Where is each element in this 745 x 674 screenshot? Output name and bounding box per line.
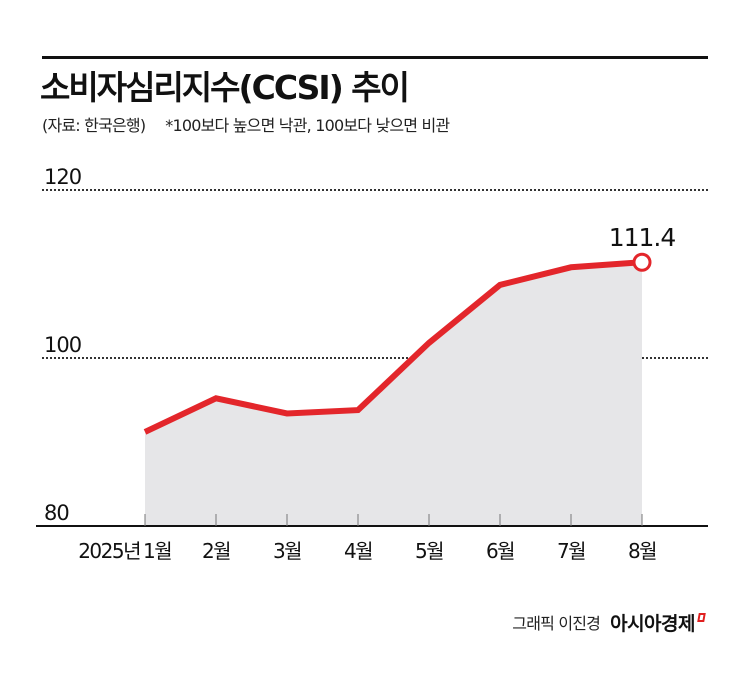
y-label-120: 120 — [44, 165, 81, 189]
x-label: 5월 — [415, 539, 443, 563]
x-label: 1월 — [143, 539, 171, 563]
x-label: 8월 — [628, 539, 656, 563]
area-fill — [145, 262, 642, 526]
y-label-100: 100 — [44, 333, 81, 357]
x-axis-labels: 1월 2월 3월 4월 5월 6월 7월 8월 — [143, 539, 658, 563]
source-label: (자료: 한국은행) — [42, 116, 146, 135]
x-label: 4월 — [344, 539, 372, 563]
graphic-credit: 그래픽 이진경 — [512, 614, 601, 633]
x-label: 3월 — [273, 539, 301, 563]
last-value-label: 111.4 — [609, 223, 676, 252]
y-axis-labels: 120 100 80 — [44, 165, 82, 525]
credit: 그래픽 이진경 아시아경제 — [512, 612, 706, 636]
brand-logo: 아시아경제 — [610, 613, 695, 635]
x-label: 2월 — [202, 539, 230, 563]
x-label: 7월 — [557, 539, 585, 563]
last-point-marker — [632, 252, 652, 272]
year-label: 2025년 — [78, 539, 140, 563]
chart-title: 소비자심리지수(CCSI) 추이 — [40, 68, 410, 107]
x-ticks — [144, 514, 643, 526]
y-label-80: 80 — [44, 501, 69, 525]
chart-subtitle: (자료: 한국은행) *100보다 높으면 낙관, 100보다 낮으면 비관 — [42, 114, 450, 138]
x-label: 6월 — [486, 539, 514, 563]
top-rule — [42, 56, 708, 59]
brand-mark-icon — [697, 613, 706, 622]
gridlines — [42, 189, 708, 359]
note-label: *100보다 높으면 낙관, 100보다 낮으면 비관 — [165, 116, 450, 135]
ccsi-line — [143, 259, 643, 435]
